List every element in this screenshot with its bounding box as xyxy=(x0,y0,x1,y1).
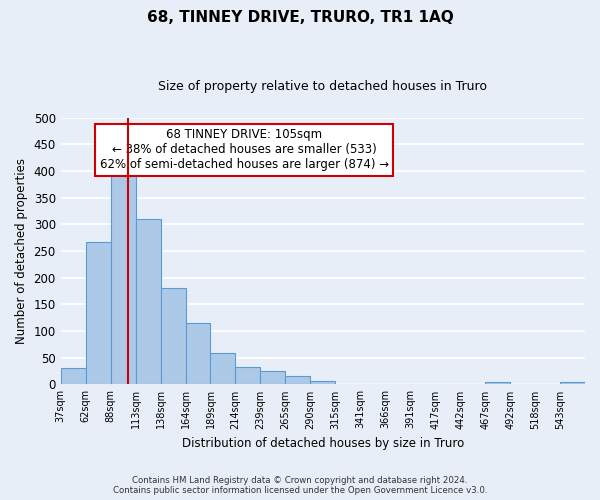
Bar xyxy=(61,368,86,384)
X-axis label: Distribution of detached houses by size in Truro: Distribution of detached houses by size … xyxy=(182,437,464,450)
Bar xyxy=(211,353,235,384)
Bar xyxy=(235,367,260,384)
Title: Size of property relative to detached houses in Truro: Size of property relative to detached ho… xyxy=(158,80,487,93)
Text: Contains HM Land Registry data © Crown copyright and database right 2024.
Contai: Contains HM Land Registry data © Crown c… xyxy=(113,476,487,495)
Text: 68, TINNEY DRIVE, TRURO, TR1 1AQ: 68, TINNEY DRIVE, TRURO, TR1 1AQ xyxy=(146,10,454,25)
Bar xyxy=(310,380,335,384)
Y-axis label: Number of detached properties: Number of detached properties xyxy=(15,158,28,344)
Bar xyxy=(136,218,161,384)
Text: 68 TINNEY DRIVE: 105sqm
← 38% of detached houses are smaller (533)
62% of semi-d: 68 TINNEY DRIVE: 105sqm ← 38% of detache… xyxy=(100,128,389,172)
Bar xyxy=(286,376,310,384)
Bar xyxy=(110,175,136,384)
Bar xyxy=(260,370,286,384)
Bar xyxy=(161,288,185,384)
Bar xyxy=(560,382,585,384)
Bar xyxy=(185,323,211,384)
Bar xyxy=(86,242,110,384)
Bar xyxy=(485,382,510,384)
